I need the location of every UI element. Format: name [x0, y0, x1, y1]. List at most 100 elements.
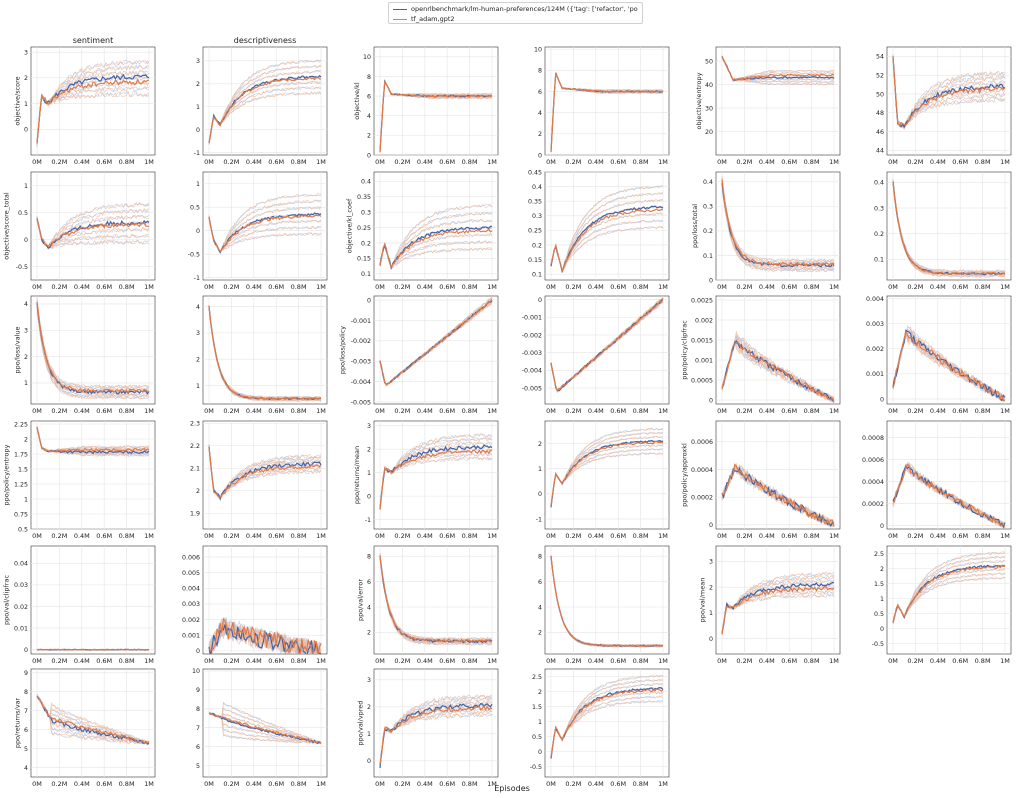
y-axis-label: objective/kl_coef [346, 198, 354, 253]
legend: openrlbenchmark/lm-human-preferences/124… [388, 2, 643, 24]
run-line-2 [892, 54, 1006, 130]
y-tick-label: 7 [196, 725, 200, 732]
x-tick-label: 0.6M [268, 780, 284, 788]
run-line-2 [550, 427, 664, 507]
series-lines [208, 304, 322, 402]
y-tick-label: 30 [705, 105, 713, 112]
x-tick-label: 0.2M [223, 283, 239, 291]
y-tick-label: 1 [24, 101, 28, 108]
x-tick-label: 0.6M [268, 532, 284, 540]
x-tick-label: 1M [658, 780, 668, 788]
x-tick-label: 0M [546, 158, 556, 166]
y-tick-label: 46 [876, 129, 884, 136]
y-tick-label: 44 [876, 148, 884, 155]
mean-line-tf-adam-gpt2 [892, 565, 1006, 624]
series-lines [36, 693, 150, 745]
x-tick-label: 0.6M [439, 283, 455, 291]
y-tick-label: 0.0002 [691, 494, 713, 501]
y-tick-label: 1.25 [14, 481, 28, 488]
x-tick-label: 1M [487, 158, 497, 166]
x-tick-label: 0M [32, 407, 42, 415]
run-line-2 [36, 305, 150, 397]
y-tick-label: 0.006 [182, 554, 200, 561]
y-axis-label: ppo/policy/clipfrac [680, 320, 688, 380]
x-tick-label: 0.8M [119, 407, 135, 415]
y-tick-label: 3 [24, 49, 28, 56]
y-axis-label: ppo/loss/value [13, 327, 21, 374]
y-tick-label: 0.0025 [691, 297, 713, 304]
mean-line-tf-adam-gpt2 [721, 56, 835, 82]
x-tick-label: 0.6M [610, 283, 626, 291]
y-tick-label: -0.002 [522, 332, 542, 339]
run-line-2 [721, 185, 835, 271]
series-lines [721, 463, 835, 529]
x-tick-label: 0.4M [759, 657, 775, 665]
mean-line-refactor-policy [208, 712, 322, 744]
y-tick-label: 0.005 [182, 570, 200, 577]
mean-line-tf-adam-gpt2 [208, 76, 322, 144]
run-line-2 [208, 199, 322, 254]
x-tick-label: 0M [717, 158, 727, 166]
series-lines [379, 204, 493, 271]
run-line-2 [208, 712, 322, 745]
x-tick-label: 0.8M [462, 407, 478, 415]
y-tick-label: 0 [880, 396, 884, 403]
plot-frame [202, 668, 328, 778]
x-tick-label: 0M [32, 283, 42, 291]
x-tick-label: 0.2M [394, 158, 410, 166]
plot-frame [202, 171, 328, 281]
mean-line-tf-adam-gpt2 [36, 301, 150, 394]
plot-frame [886, 295, 1012, 405]
subplot-12: 0M 0.2M 0.4M 0.6M 0.8M 1M 0.1 0.2 0.3 0.4 [874, 171, 1012, 291]
y-tick-label: 0.2 [532, 242, 542, 249]
mean-line-tf-adam-gpt2 [892, 463, 1006, 527]
run-line-2 [208, 64, 322, 144]
y-tick-label: 0.4 [874, 180, 884, 187]
run-line-2 [550, 448, 664, 506]
y-tick-label: 54 [876, 54, 884, 61]
run-line-2 [208, 59, 322, 144]
plot-frame [544, 545, 670, 655]
run-line-2 [379, 240, 493, 271]
y-tick-label: 0 [196, 228, 200, 235]
run-line-2 [550, 219, 664, 273]
y-tick-label: 4 [538, 604, 542, 611]
mean-line-refactor-policy [208, 212, 322, 254]
mean-line-refactor-policy [721, 56, 835, 81]
y-tick-label: 3 [367, 677, 371, 684]
x-tick-label: 0.8M [975, 532, 991, 540]
x-tick-label: 0.4M [417, 532, 433, 540]
x-tick-label: 0M [888, 158, 898, 166]
y-tick-label: 1 [538, 466, 542, 473]
y-tick-label: 0.3 [532, 213, 542, 220]
y-tick-label: 0.4 [532, 184, 542, 191]
y-tick-label: 2.5 [874, 551, 884, 558]
x-tick-label: 0.8M [633, 657, 649, 665]
x-tick-label: 0.4M [246, 532, 262, 540]
series-lines [550, 554, 664, 648]
x-tick-label: 0.6M [439, 407, 455, 415]
column-title: sentiment [73, 36, 113, 45]
y-tick-label: 0.002 [182, 617, 200, 624]
y-tick-label: 1 [24, 380, 28, 387]
subplot-30: 0M 0.2M 0.4M 0.6M 0.8M 1M -0.5 0 0.5 1 1.5 2 2.5 [872, 545, 1012, 665]
plot-frame [715, 545, 841, 655]
plot-frame [886, 420, 1012, 530]
y-axis-label: ppo/policy/approxkl [680, 443, 688, 507]
y-tick-label: 0.5 [532, 734, 542, 741]
mean-line-tf-adam-gpt2 [721, 179, 835, 267]
x-axis-label: Episodes [494, 784, 530, 793]
x-tick-label: 0.2M [223, 407, 239, 415]
column-title: descriptiveness [234, 36, 297, 45]
y-tick-label: 8 [367, 553, 371, 560]
y-tick-label: 5 [196, 763, 200, 770]
mean-line-tf-adam-gpt2 [208, 617, 322, 654]
y-tick-label: 0.35 [528, 198, 542, 205]
mean-line-refactor-policy [36, 218, 150, 249]
y-tick-label: 0 [367, 152, 371, 159]
y-tick-label: 2 [367, 630, 371, 637]
mean-line-refactor-policy [208, 446, 322, 501]
y-tick-label: 2 [196, 488, 200, 495]
y-tick-label: 0 [538, 297, 542, 304]
